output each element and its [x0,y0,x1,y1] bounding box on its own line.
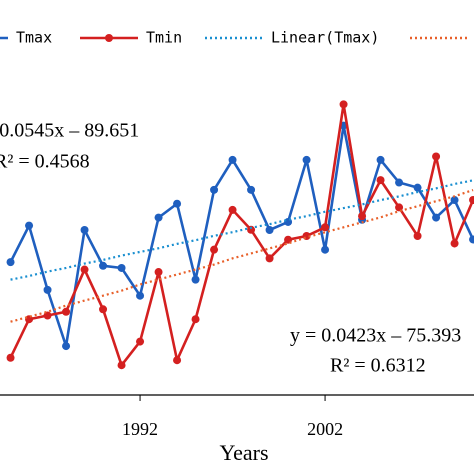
x-tick-label: 1992 [122,419,158,439]
series-line [9,125,474,347]
point [376,176,385,185]
trend-line [10,189,474,323]
point [395,203,404,212]
point [450,239,459,248]
point [247,225,256,234]
point [173,199,182,208]
point [6,353,15,362]
x-axis-label: Years [219,440,268,465]
point [469,195,474,204]
point [265,254,274,263]
point [321,245,330,254]
point [265,225,274,234]
annotation: R² = 0.4568 [0,151,90,173]
point [395,178,404,187]
point [228,205,237,214]
point [210,185,219,194]
point [173,356,182,365]
point [136,337,145,346]
trend-line [10,179,474,281]
series-line [9,104,474,368]
point [136,291,145,300]
point [210,245,219,254]
point [6,258,15,267]
point [62,342,71,351]
annotation: y = 0.0545x – 89.651 [0,120,139,142]
point [117,263,126,272]
point [432,213,441,222]
point [43,311,52,320]
legend-marker [105,34,113,42]
point [154,213,163,222]
point [450,196,459,205]
point [80,225,89,234]
point [99,305,108,314]
point [321,223,330,232]
x-tick-label: 2002 [307,419,343,439]
point [413,183,422,192]
point [99,261,108,270]
point [154,268,163,277]
point [469,235,474,244]
annotation: R² = 0.6312 [330,355,426,377]
point [228,155,237,164]
point [302,155,311,164]
point [247,185,256,194]
point [191,315,200,324]
legend-label: Tmax [16,29,52,47]
annotation: y = 0.0423x – 75.393 [290,325,461,347]
point [413,232,422,241]
point [191,275,200,284]
point [358,212,367,221]
point [339,100,348,109]
legend-label: Tmin [146,29,182,47]
legend-label: Linear(Tmax) [271,29,379,47]
point [117,361,126,370]
point [432,152,441,161]
point [43,285,52,294]
point [62,307,71,316]
point [80,265,89,274]
point [25,221,34,230]
point [376,155,385,164]
